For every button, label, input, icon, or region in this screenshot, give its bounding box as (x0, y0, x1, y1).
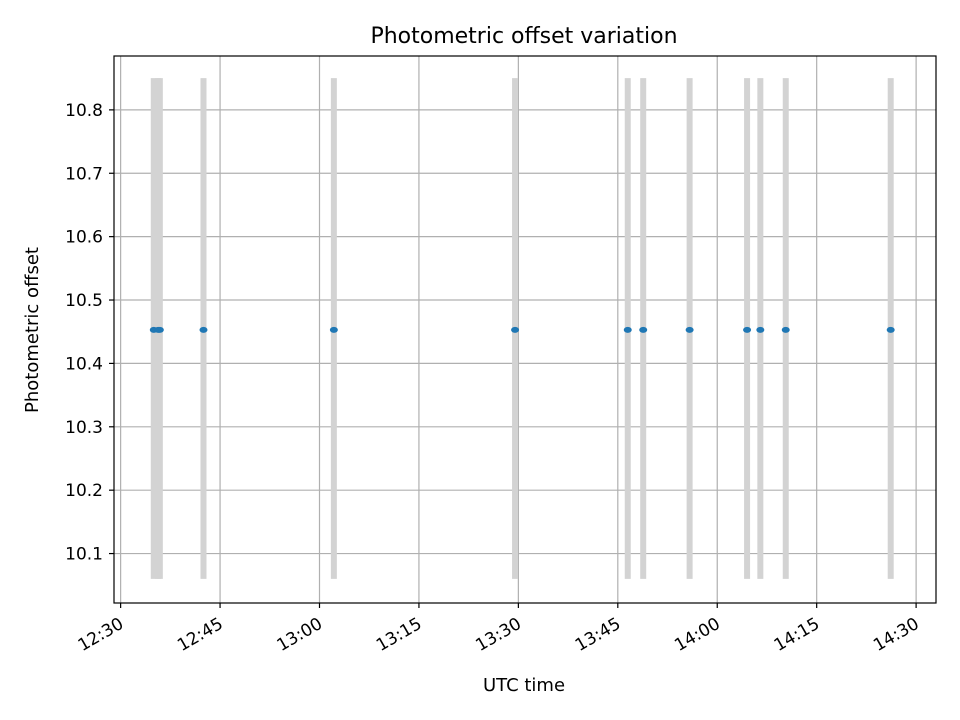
y-axis-ticks: 10.1 10.2 10.3 10.4 10.5 10.6 10.7 10.8 (65, 101, 114, 565)
data-points (149, 326, 895, 333)
x-tick-label: 14:00 (671, 614, 723, 656)
y-tick-label: 10.6 (65, 228, 103, 248)
y-tick-label: 10.5 (65, 291, 103, 311)
y-axis-label: Photometric offset (22, 247, 43, 413)
data-point (781, 326, 790, 333)
y-tick-label: 10.3 (65, 418, 103, 438)
data-point (199, 326, 208, 333)
x-axis-ticks: 12:30 12:45 13:00 13:15 13:30 13:45 14:00 14:15… (75, 603, 923, 656)
x-tick-label: 13:15 (373, 614, 425, 656)
y-tick-label: 10.7 (65, 164, 103, 184)
data-point (886, 326, 895, 333)
data-point (743, 326, 752, 333)
x-tick-label: 13:45 (572, 614, 624, 656)
y-tick-label: 10.2 (65, 481, 103, 501)
data-point (511, 326, 520, 333)
error-bars (150, 78, 894, 579)
x-tick-label: 13:00 (274, 614, 326, 656)
data-point (155, 326, 164, 333)
data-point (329, 326, 338, 333)
chart-title: Photometric offset variation (370, 24, 677, 49)
x-tick-label: 14:15 (771, 614, 823, 656)
data-point (756, 326, 765, 333)
x-tick-label: 14:30 (870, 614, 922, 656)
y-tick-label: 10.8 (65, 101, 103, 121)
data-point (639, 326, 648, 333)
x-tick-label: 12:30 (75, 614, 127, 656)
data-point (685, 326, 694, 333)
x-axis-label: UTC time (483, 675, 565, 696)
data-point (623, 326, 632, 333)
x-tick-label: 13:30 (472, 614, 524, 656)
plot-frame (113, 55, 937, 604)
x-tick-label: 12:45 (174, 614, 226, 656)
y-tick-label: 10.1 (65, 545, 103, 565)
grid (114, 56, 936, 603)
y-tick-label: 10.4 (65, 354, 103, 374)
